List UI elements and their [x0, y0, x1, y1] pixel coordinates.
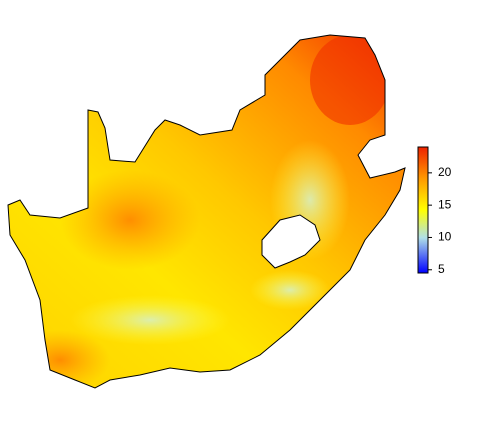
color-legend: 5 10 15 20	[417, 146, 452, 276]
tick-label: 10	[438, 230, 452, 244]
tick-label: 15	[438, 197, 452, 211]
color-bar	[417, 146, 429, 274]
tick-label: 5	[438, 262, 445, 276]
temperature-raster	[8, 35, 405, 388]
tick-label: 20	[438, 165, 452, 179]
lesotho-border	[261, 214, 321, 269]
